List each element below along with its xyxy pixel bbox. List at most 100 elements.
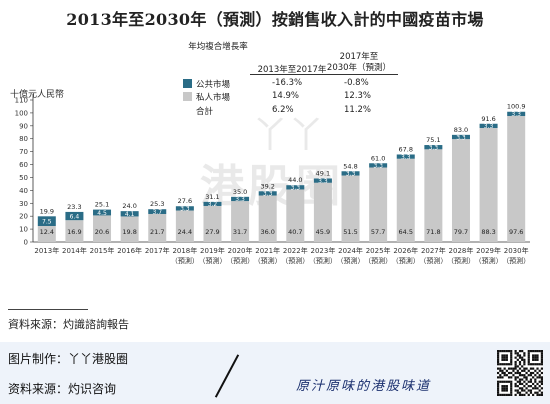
qr-module: [534, 380, 537, 383]
qr-module: [510, 352, 513, 355]
private-value-label: 21.7: [150, 228, 164, 236]
x-tick-label: 2030年: [504, 246, 529, 255]
private-value-label: 97.6: [509, 228, 523, 236]
total-value-label: 91.6: [481, 115, 495, 123]
qr-module: [497, 380, 500, 383]
qr-module: [505, 385, 508, 388]
y-tick-label: 30: [19, 200, 28, 208]
bar-public: [120, 211, 139, 217]
qr-module: [505, 350, 508, 353]
qr-module: [507, 380, 511, 383]
qr-module: [503, 389, 506, 392]
qr-module: [536, 387, 539, 390]
qr-module: [523, 374, 526, 377]
y-tick-label: 10: [19, 226, 28, 234]
x-tick-label: （預測）: [226, 256, 254, 265]
qr-module: [529, 385, 533, 388]
qr-module: [497, 371, 500, 375]
qr-module: [516, 352, 519, 355]
qr-module: [499, 350, 502, 353]
qr-module: [518, 387, 522, 390]
bar-private: [507, 116, 526, 242]
total-value-label: 25.3: [150, 200, 164, 208]
public-value-label: 3.3: [401, 154, 411, 161]
x-tick-label: 2029年: [476, 246, 501, 255]
qr-code-icon[interactable]: [497, 350, 543, 396]
qr-module: [503, 356, 506, 359]
total-value-label: 44.0: [288, 176, 302, 184]
qr-module: [536, 356, 539, 359]
qr-module: [497, 358, 500, 361]
qr-module: [540, 363, 543, 366]
public-value-label: 4.1: [125, 211, 135, 218]
qr-module: [540, 367, 543, 370]
qr-module: [521, 387, 524, 390]
total-value-label: 27.6: [178, 197, 192, 205]
bar-public: [93, 209, 112, 216]
qr-module: [499, 393, 502, 396]
bar-public: [451, 134, 470, 140]
qr-module: [534, 358, 537, 361]
qr-module: [507, 363, 511, 366]
qr-module: [518, 382, 522, 386]
qr-module: [514, 378, 517, 381]
x-tick-label: （預測）: [281, 256, 309, 265]
bar-private: [37, 225, 56, 242]
qr-module: [501, 376, 504, 379]
qr-module: [527, 358, 530, 361]
qr-module: [529, 374, 533, 377]
qr-module: [523, 360, 526, 364]
qr-module: [527, 369, 530, 372]
x-tick-label: 2026年: [393, 246, 418, 255]
bar-chart: 0 10 20 30 40 50 60 70 80 90 100 110 12.4 7.5 19.9 2013…: [15, 94, 530, 265]
qr-module: [510, 354, 513, 357]
qr-module: [529, 378, 533, 381]
cagr-header-label: 年均複合增長率: [188, 42, 248, 52]
total-value-label: 75.1: [426, 136, 440, 144]
qr-module: [538, 363, 541, 366]
qr-module: [523, 363, 526, 366]
x-tick-label: （預測）: [419, 256, 447, 265]
cagr-col2-rule: [318, 74, 398, 75]
y-unit-label: 十億元人民幣: [10, 90, 65, 100]
y-tick-label: 20: [19, 213, 28, 221]
qr-module: [507, 371, 511, 375]
qr-module: [518, 350, 522, 353]
qr-module: [510, 382, 513, 386]
bar-public: [507, 111, 526, 117]
qr-module: [512, 369, 515, 372]
public-value-label: 3.3: [318, 178, 328, 185]
bar-private: [341, 175, 360, 242]
bar-private: [313, 182, 332, 242]
private-value-label: 24.4: [178, 228, 192, 236]
qr-module: [514, 393, 517, 396]
qr-module: [514, 371, 517, 375]
qr-module: [540, 391, 543, 394]
x-tick-label: 2023年: [311, 246, 336, 255]
qr-module: [538, 374, 541, 377]
qr-module: [501, 369, 504, 372]
qr-module: [527, 393, 530, 396]
y-tick-label: 0: [24, 239, 28, 247]
bar-private: [120, 216, 139, 242]
qr-module: [532, 387, 535, 390]
bar-private: [65, 220, 84, 242]
qr-module: [529, 367, 533, 370]
qr-module: [521, 389, 524, 392]
qr-module: [497, 389, 500, 392]
qr-module: [503, 354, 506, 357]
y-tick-label: 100: [15, 109, 28, 117]
qr-module: [497, 352, 500, 355]
qr-module: [532, 356, 535, 359]
x-tick-label: （預測）: [392, 256, 420, 265]
public-value-label: 3.3: [484, 123, 494, 130]
qr-module: [538, 376, 541, 379]
private-value-label: 51.5: [343, 228, 357, 236]
public-value-label: 3.7: [152, 209, 162, 216]
qr-module: [521, 382, 524, 386]
cagr-public-v2: -0.8%: [344, 78, 369, 88]
qr-module: [499, 376, 502, 379]
qr-module: [523, 376, 526, 379]
qr-module: [503, 358, 506, 361]
total-value-label: 19.9: [40, 207, 54, 215]
